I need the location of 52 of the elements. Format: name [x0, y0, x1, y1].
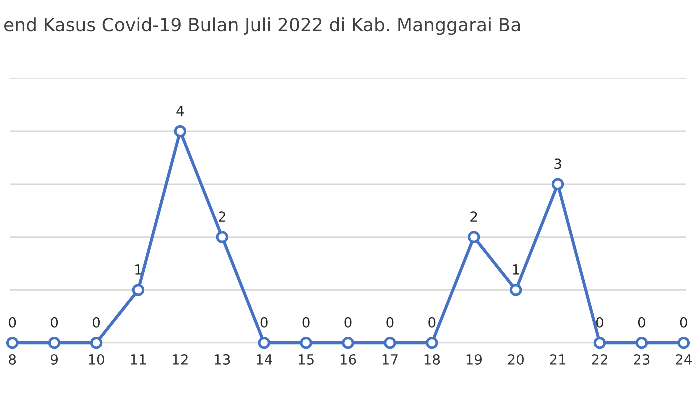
point: [426, 336, 438, 350]
x-tick-label: 18: [424, 354, 440, 365]
x-tick-label: 24: [676, 354, 692, 365]
data-label: 1: [513, 264, 520, 275]
point: [510, 284, 522, 296]
data-label: 0: [93, 317, 100, 328]
x-tick-label: 10: [89, 354, 104, 365]
x-tick-label: 17: [382, 354, 398, 365]
data-label: 0: [51, 317, 58, 328]
point: [342, 336, 354, 350]
data-label: 0: [386, 317, 394, 328]
x-tick-label: 19: [466, 354, 482, 365]
point: [300, 336, 312, 350]
chart-title: end Kasus Covid-19 Bulan Juli 2022 di Kab. Manggarai Ba: [4, 18, 520, 36]
x-tick-label: 22: [592, 354, 608, 365]
x-tick-label: 21: [550, 354, 566, 365]
data-label: 0: [302, 317, 310, 328]
point: [258, 336, 270, 350]
x-tick-label: 11: [131, 354, 146, 365]
data-label: 2: [218, 212, 226, 222]
point: [468, 231, 480, 244]
x-tick-label: 12: [173, 354, 188, 365]
point: [552, 178, 564, 191]
point: [90, 336, 103, 350]
point: [678, 336, 690, 350]
x-tick-label: 8: [9, 354, 16, 365]
x-tick-label: 9: [51, 354, 58, 365]
data-label: 2: [470, 212, 478, 222]
data-label: 0: [680, 317, 688, 328]
point: [48, 336, 61, 350]
x-tick-label: 23: [634, 354, 650, 365]
point: [594, 336, 606, 350]
data-label: 4: [176, 106, 184, 116]
data-label: 0: [428, 317, 436, 328]
data-label: 0: [344, 317, 352, 328]
point: [132, 284, 145, 296]
data-label: 1: [136, 264, 142, 275]
data-label: 3: [554, 158, 562, 170]
point: [636, 336, 648, 350]
point: [6, 336, 19, 350]
x-tick-label: 16: [340, 354, 356, 365]
data-label: 0: [9, 317, 16, 328]
data-label: 0: [260, 317, 268, 328]
x-tick-label: 13: [215, 354, 230, 365]
point: [174, 125, 187, 138]
x-tick-label: 15: [298, 354, 314, 365]
point: [216, 231, 228, 244]
x-tick-label: 20: [508, 354, 524, 365]
data-label: 0: [596, 317, 604, 328]
x-tick-label: 14: [257, 354, 272, 365]
data-label: 0: [638, 317, 646, 328]
point: [384, 336, 396, 350]
